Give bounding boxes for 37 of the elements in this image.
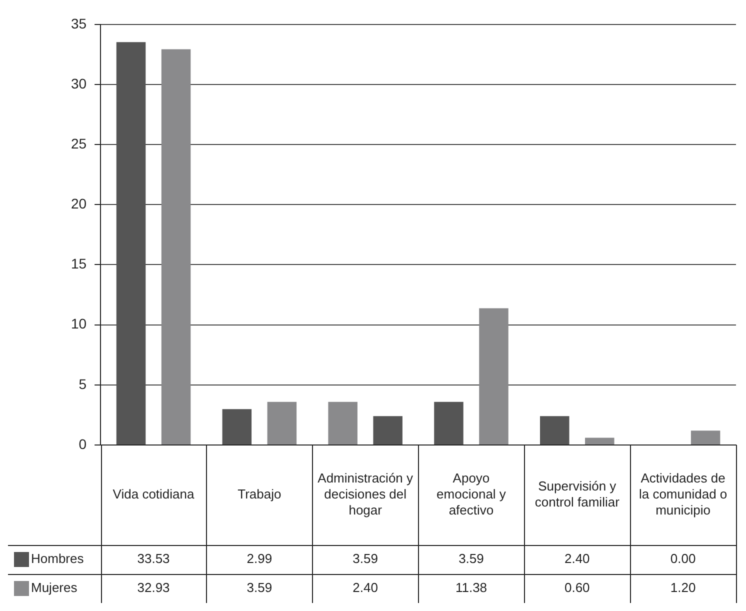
bar <box>222 409 252 444</box>
y-tick-label: 20 <box>70 196 87 212</box>
data-label: 2.40 <box>352 580 378 596</box>
x-tick-label: Apoyo emocional y afectivo <box>436 470 506 518</box>
data-label: 3.59 <box>246 580 272 596</box>
y-tick-label: 15 <box>70 256 87 272</box>
bar <box>540 416 570 444</box>
x-tick-label: Trabajo <box>238 486 282 502</box>
bar <box>161 49 191 444</box>
x-tick-label: Supervisión y control familiar <box>534 478 620 510</box>
bar <box>479 308 508 444</box>
x-tick-label: Vida cotidiana <box>112 486 196 502</box>
bar <box>267 402 297 444</box>
data-label: 0.00 <box>670 551 696 566</box>
bar <box>690 430 720 444</box>
x-tick-label: Administración y decisiones del hogar <box>318 470 414 518</box>
y-tick-label: 30 <box>70 75 87 92</box>
bar <box>585 438 614 444</box>
data-label: 0.60 <box>564 580 590 596</box>
data-label: 3.59 <box>458 551 484 566</box>
y-tick-label: 25 <box>70 135 87 152</box>
data-label: 32.93 <box>137 580 170 596</box>
data-label: 11.38 <box>455 580 488 596</box>
data-label: 1.20 <box>670 580 696 596</box>
data-label: 2.40 <box>564 551 590 566</box>
legend-label: Mujeres <box>31 580 78 596</box>
data-label: 2.99 <box>246 551 272 566</box>
x-tick-label: Actividades de la comunidad o municipio <box>638 470 728 518</box>
y-tick-label: 0 <box>78 436 87 452</box>
data-label: 33.53 <box>137 551 170 566</box>
bar <box>434 402 464 444</box>
bar <box>116 42 146 444</box>
y-tick-label: 10 <box>70 316 87 332</box>
legend-label: Hombres <box>31 551 84 566</box>
y-tick-label: 35 <box>70 15 87 32</box>
y-tick-label: 5 <box>78 376 87 392</box>
data-label: 3.59 <box>352 551 378 566</box>
